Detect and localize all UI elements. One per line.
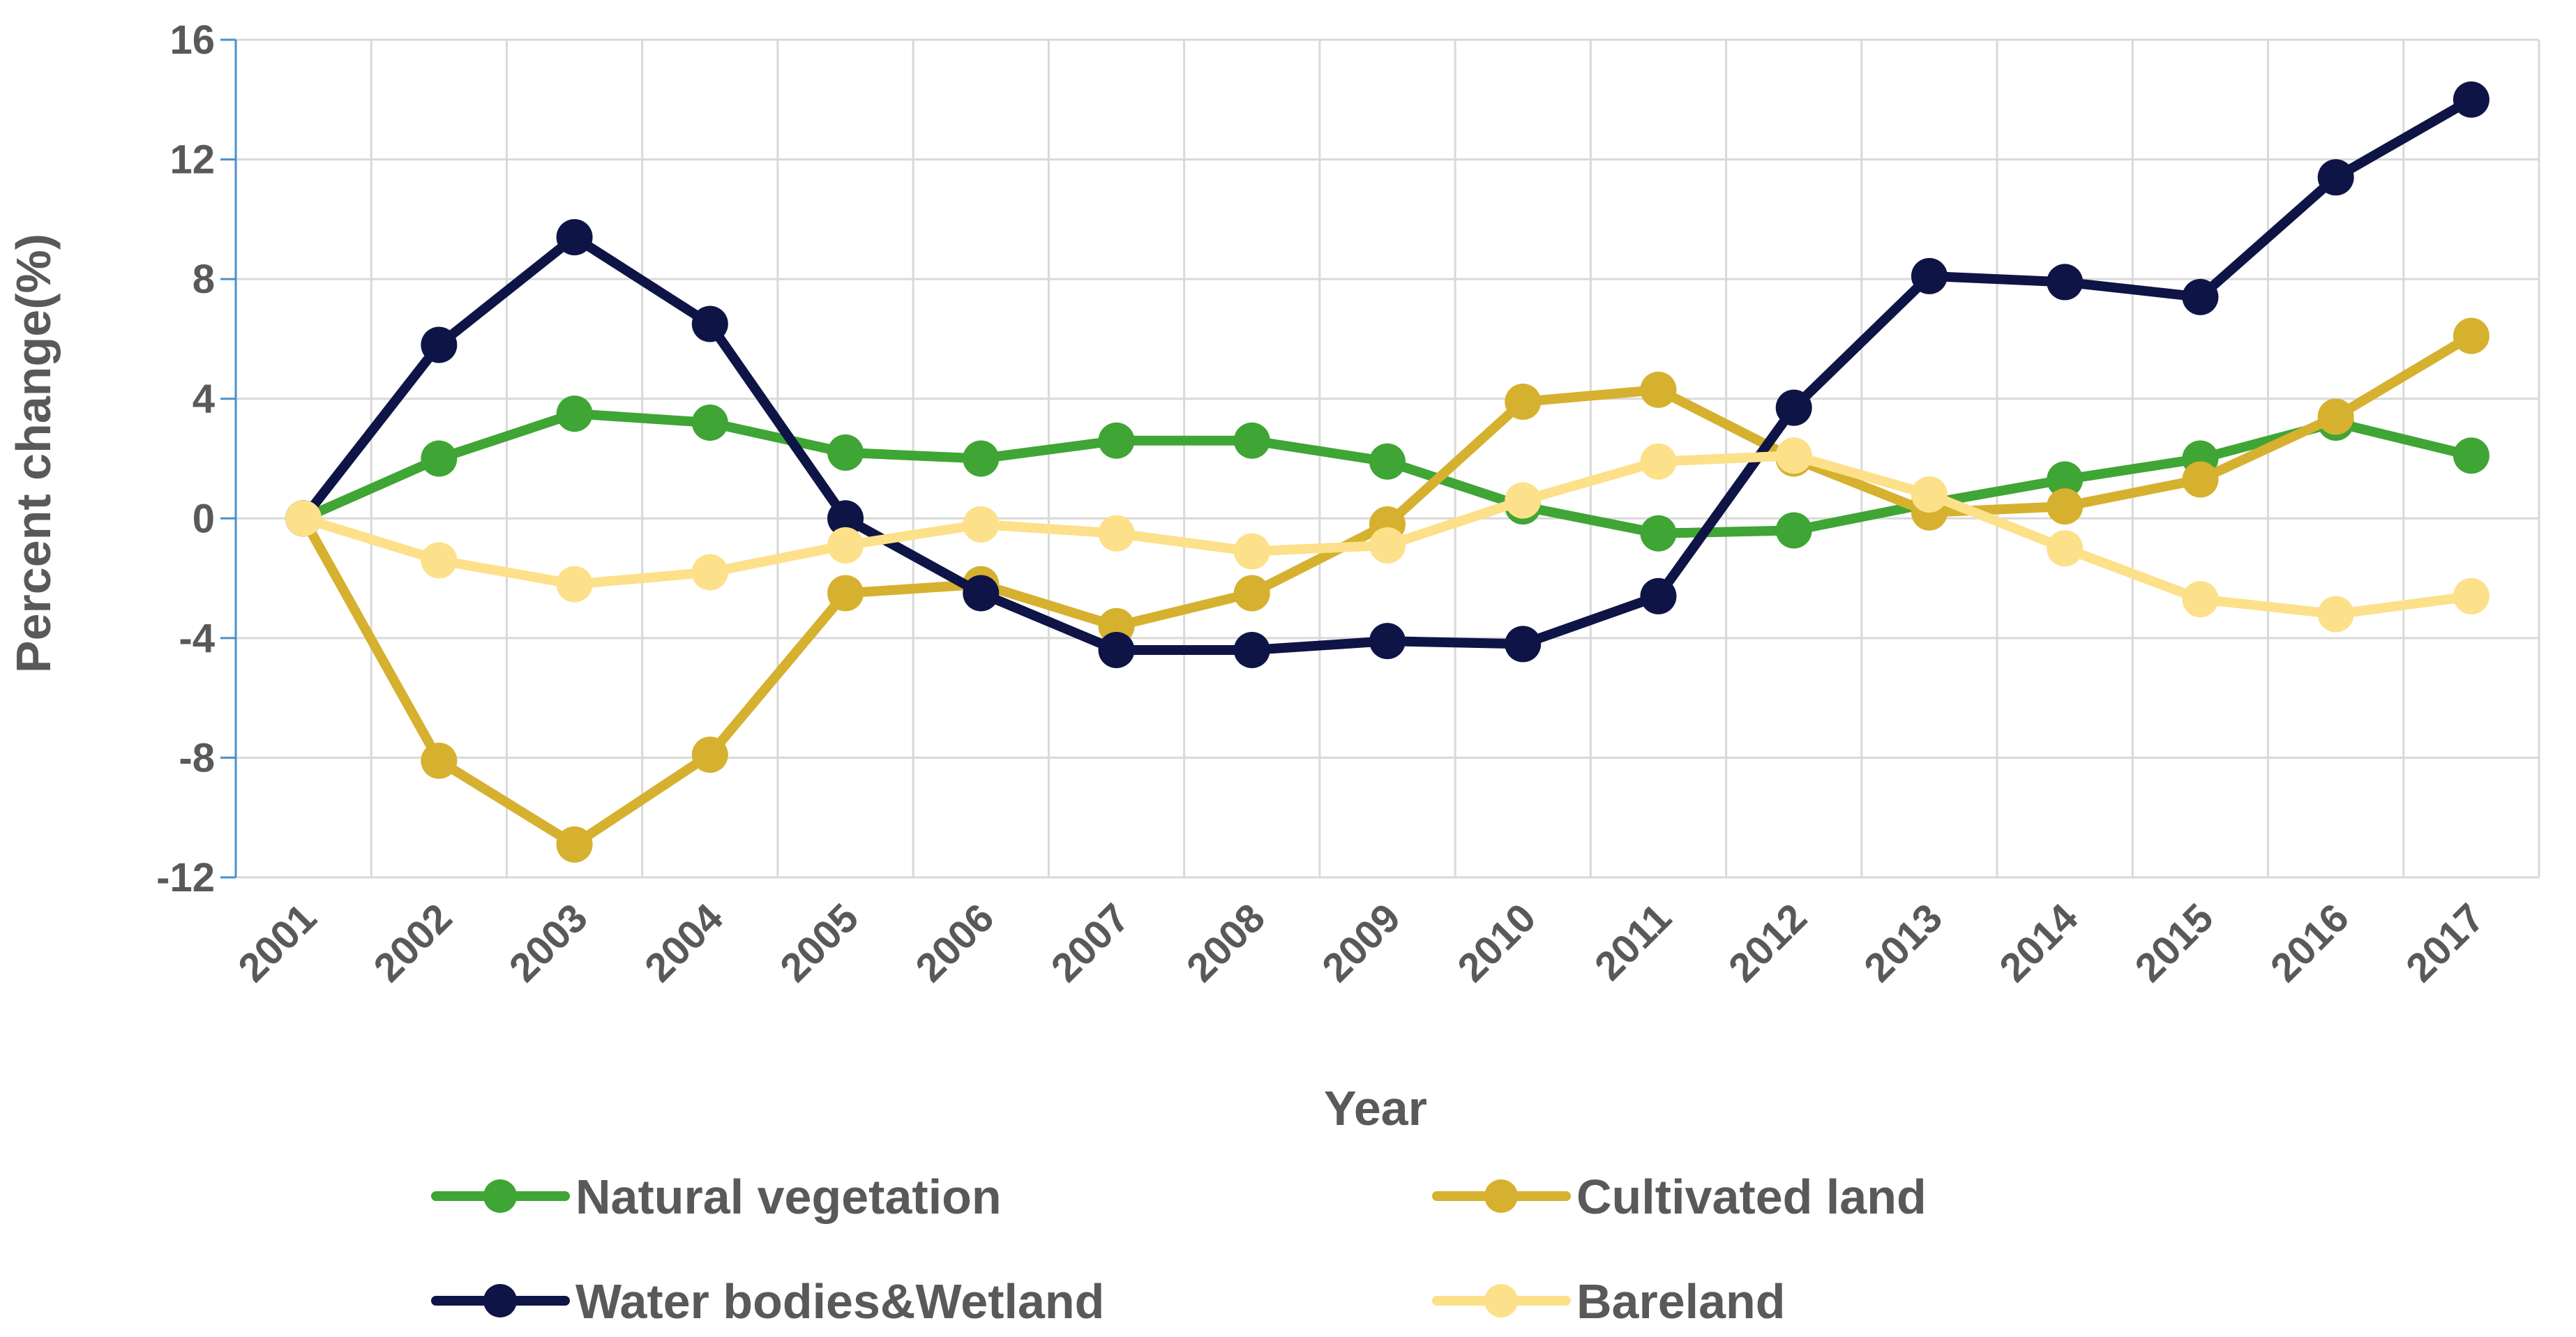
data-point xyxy=(1233,632,1270,669)
data-point xyxy=(1369,623,1406,660)
x-tick-label: 2015 xyxy=(2126,895,2222,990)
data-point xyxy=(2182,581,2219,618)
data-point xyxy=(691,554,728,591)
x-tick-label: 2003 xyxy=(501,895,596,990)
data-point xyxy=(827,434,864,471)
data-point xyxy=(2182,461,2219,498)
x-tick-label: 2011 xyxy=(1586,895,1680,989)
data-point xyxy=(2453,437,2490,474)
data-point xyxy=(1233,533,1270,570)
series-group xyxy=(285,81,2490,863)
legend-label: Cultivated land xyxy=(1576,1170,1927,1224)
data-point xyxy=(827,500,864,537)
data-point xyxy=(556,826,593,863)
data-point xyxy=(2182,278,2219,315)
data-point xyxy=(963,440,1000,477)
y-tick-label: 12 xyxy=(170,137,215,183)
data-point xyxy=(1233,575,1270,612)
data-point xyxy=(285,500,322,537)
x-axis-title: Year xyxy=(1324,1081,1427,1135)
y-tick-label: 4 xyxy=(193,377,215,422)
data-point xyxy=(2047,488,2084,525)
data-point xyxy=(2047,264,2084,301)
x-tick-labels: 2001 2002 2003 2004 2005 2006 2007 2008 2009 2010… xyxy=(229,895,2493,990)
x-tick-label: 2014 xyxy=(1991,895,2086,990)
data-point xyxy=(827,527,864,564)
data-point xyxy=(2317,596,2354,633)
data-point xyxy=(1640,443,1677,480)
data-point xyxy=(1911,257,1948,294)
x-tick-label: 2005 xyxy=(771,895,867,990)
x-tick-label: 2007 xyxy=(1043,895,1138,990)
data-point xyxy=(1369,527,1406,564)
data-point xyxy=(2047,530,2084,567)
x-tick-label: 2013 xyxy=(1855,895,1951,990)
data-point xyxy=(1369,443,1406,480)
data-point xyxy=(1640,515,1677,552)
data-point xyxy=(556,219,593,256)
data-point xyxy=(1233,422,1270,459)
data-point xyxy=(2453,317,2490,354)
data-point xyxy=(1775,389,1812,426)
axes xyxy=(220,38,237,879)
data-point xyxy=(691,405,728,441)
y-tick-label: 0 xyxy=(193,496,215,541)
data-point xyxy=(421,440,458,477)
data-point xyxy=(963,506,1000,543)
legend-label: Natural vegetation xyxy=(575,1170,1002,1224)
legend-label: Water bodies&Wetland xyxy=(575,1274,1104,1329)
data-point xyxy=(691,737,728,773)
legend-swatch-marker xyxy=(1484,1284,1518,1317)
x-tick-label: 2002 xyxy=(365,895,460,990)
x-tick-label: 2001 xyxy=(229,895,325,990)
data-point xyxy=(1911,476,1948,513)
y-tick-label: -12 xyxy=(156,855,215,900)
y-tick-label: 8 xyxy=(193,257,215,302)
data-point xyxy=(2047,461,2084,498)
data-point xyxy=(1640,371,1677,408)
y-axis-title: Percent change(%) xyxy=(6,234,61,673)
data-point xyxy=(1505,626,1542,663)
data-point xyxy=(1098,515,1135,552)
data-point xyxy=(1098,422,1135,459)
data-point xyxy=(1640,577,1677,614)
data-point xyxy=(556,566,593,603)
legend-swatch-marker xyxy=(483,1179,517,1213)
data-point xyxy=(2317,398,2354,435)
x-tick-label: 2006 xyxy=(907,895,1002,990)
data-point xyxy=(421,742,458,779)
legend: Natural vegetation Cultivated land Water b… xyxy=(431,1170,1927,1329)
y-tick-label: -4 xyxy=(179,616,215,661)
data-point xyxy=(827,575,864,612)
data-point xyxy=(1098,632,1135,669)
data-point xyxy=(691,305,728,342)
data-point xyxy=(2453,81,2490,118)
x-tick-label: 2009 xyxy=(1313,895,1409,990)
data-point xyxy=(1505,384,1542,421)
legend-label: Bareland xyxy=(1576,1274,1786,1329)
y-tick-label: -8 xyxy=(179,735,215,780)
y-tick-label: 16 xyxy=(170,17,215,63)
legend-swatch-marker xyxy=(1484,1179,1518,1213)
data-point xyxy=(1505,482,1542,519)
x-tick-label: 2008 xyxy=(1178,895,1274,990)
x-tick-label: 2004 xyxy=(636,895,732,990)
data-point xyxy=(1775,437,1812,474)
data-point xyxy=(556,395,593,432)
x-tick-label: 2016 xyxy=(2262,895,2358,990)
series-line xyxy=(299,331,2476,849)
data-point xyxy=(421,542,458,579)
data-point xyxy=(2317,159,2354,196)
x-tick-label: 2017 xyxy=(2397,895,2493,990)
x-tick-label: 2010 xyxy=(1449,895,1544,990)
series-line xyxy=(299,94,2476,656)
x-tick-label: 2012 xyxy=(1720,895,1816,990)
legend-swatch-marker xyxy=(483,1284,517,1317)
data-point xyxy=(1775,512,1812,549)
data-point xyxy=(963,575,1000,612)
data-point xyxy=(421,326,458,363)
data-point xyxy=(2453,577,2490,614)
y-tick-labels: 16 12 8 4 0 -4 -8 -12 xyxy=(156,17,215,900)
